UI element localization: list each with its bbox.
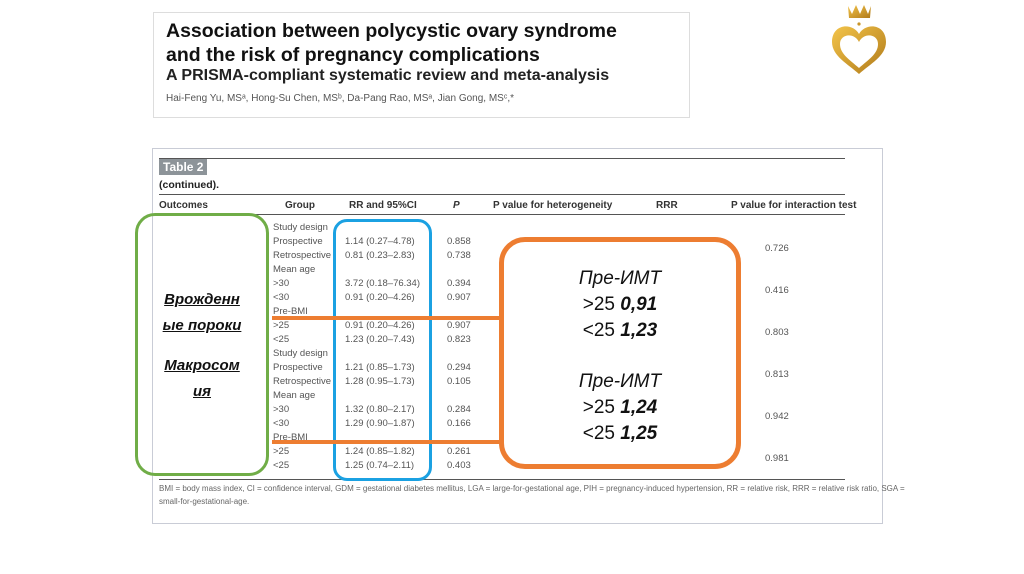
rule (159, 194, 845, 195)
cell-interaction-p: 0.981 (765, 453, 789, 464)
cell-group: Prospective (273, 362, 323, 373)
connector-line-2 (272, 440, 500, 444)
paper-authors: Hai-Feng Yu, MSᵃ, Hong-Su Chen, MSᵇ, Da-… (166, 93, 515, 104)
outcome1-line1: Врожденн (164, 291, 240, 308)
cell-group: <30 (273, 292, 290, 303)
footnote-line-2: small-for-gestational-age. (159, 497, 250, 506)
col-header-outcomes: Outcomes (159, 200, 208, 211)
block2-gt-label: >25 (582, 397, 615, 418)
cell-group: <25 (273, 460, 290, 471)
paper-title-box: Association between polycystic ovary syn… (153, 12, 690, 118)
cell-group: Mean age (273, 264, 316, 275)
cell-group: Study design (273, 222, 328, 233)
paper-title: Association between polycystic ovary syn… (166, 19, 617, 67)
block1-gt-label: >25 (582, 294, 615, 315)
table-caption: (continued). (159, 179, 220, 191)
rule (159, 214, 845, 215)
cell-group: >25 (273, 446, 290, 457)
cell-group: Pre-BMI (273, 432, 308, 443)
block2-label: Пре-ИМТ (578, 371, 662, 392)
rule (159, 479, 845, 480)
outcome2-line2: ия (193, 383, 211, 400)
block1-label: Пре-ИМТ (578, 268, 662, 289)
block2-gt-value: 1,24 (620, 397, 658, 418)
pre-bmi-summary-box: Пре-ИМТ >25 0,91 <25 1,23 Пре-ИМТ >25 1,… (499, 237, 741, 469)
cell-rr: 1.21 (0.85–1.73) (345, 362, 415, 373)
cell-group: Study design (273, 348, 328, 359)
cell-rr: 1.29 (0.90–1.87) (345, 418, 415, 429)
cell-p: 0.738 (447, 250, 471, 261)
cell-group: >30 (273, 278, 290, 289)
outcome-label-congenital-anomalies: Врожденн ые пороки (138, 287, 266, 339)
cell-rr: 1.25 (0.74–2.11) (345, 460, 415, 471)
rule (159, 158, 845, 159)
cell-rr: 0.81 (0.23–2.83) (345, 250, 415, 261)
title-line-2: and the risk of pregnancy complications (166, 44, 540, 66)
cell-rr: 1.14 (0.27–4.78) (345, 236, 415, 247)
cell-rr: 1.32 (0.80–2.17) (345, 404, 415, 415)
block2-lt-label: <25 (582, 423, 615, 444)
rr-highlight-box (333, 219, 432, 481)
cell-group: >25 (273, 320, 290, 331)
cell-interaction-p: 0.813 (765, 369, 789, 380)
cell-p: 0.907 (447, 292, 471, 303)
cell-p: 0.394 (447, 278, 471, 289)
block2-lt: <25 1,25 (504, 421, 736, 447)
outcome1-line2: ые пороки (162, 317, 242, 334)
table-badge: Table 2 (159, 159, 208, 175)
col-header-group: Group (285, 200, 315, 211)
outcomes-highlight-box (135, 213, 269, 476)
cell-rr: 1.28 (0.95–1.73) (345, 376, 415, 387)
block2-lt-value: 1,25 (620, 423, 658, 444)
cell-group: <30 (273, 418, 290, 429)
cell-p: 0.261 (447, 446, 471, 457)
paper-subtitle: A PRISMA-compliant systematic review and… (166, 67, 610, 84)
cell-group: <25 (273, 334, 290, 345)
cell-interaction-p: 0.416 (765, 285, 789, 296)
cell-rr: 0.91 (0.20–4.26) (345, 292, 415, 303)
block1-lt-value: 1,23 (620, 320, 658, 341)
cell-p: 0.907 (447, 320, 471, 331)
cell-group: Mean age (273, 390, 316, 401)
cell-rr: 3.72 (0.18–76.34) (345, 278, 421, 289)
cell-group: >30 (273, 404, 290, 415)
title-line-1: Association between polycystic ovary syn… (166, 20, 617, 42)
connector-line-1 (272, 316, 500, 320)
cell-p: 0.166 (447, 418, 471, 429)
cell-group: Retrospective (273, 376, 332, 387)
cell-p: 0.858 (447, 236, 471, 247)
cell-p: 0.284 (447, 404, 471, 415)
outcome2-line1: Макросом (164, 357, 240, 374)
col-header-interaction: P value for interaction test (731, 200, 857, 211)
block1-lt-label: <25 (582, 320, 615, 341)
block1-gt-value: 0,91 (620, 294, 658, 315)
cell-rr: 1.23 (0.20–7.43) (345, 334, 415, 345)
block1-lt: <25 1,23 (504, 318, 736, 344)
cell-group: Pre-BMI (273, 306, 308, 317)
cell-rr: 0.91 (0.20–4.26) (345, 320, 415, 331)
footnote-line-1: BMI = body mass index, CI = confidence i… (159, 484, 905, 493)
col-header-heterogeneity: P value for heterogeneity (493, 200, 613, 211)
cell-interaction-p: 0.803 (765, 327, 789, 338)
cell-interaction-p: 0.726 (765, 243, 789, 254)
col-header-p: P (453, 200, 460, 211)
col-header-rrr: RRR (656, 200, 678, 211)
cell-p: 0.294 (447, 362, 471, 373)
outcome-label-macrosomia: Макросом ия (138, 353, 266, 405)
cell-group: Retrospective (273, 250, 332, 261)
block2-gt: >25 1,24 (504, 395, 736, 421)
cell-p: 0.403 (447, 460, 471, 471)
cell-p: 0.823 (447, 334, 471, 345)
crown-heart-logo-icon (826, 2, 892, 78)
block1-gt: >25 0,91 (504, 292, 736, 318)
col-header-rr: RR and 95%CI (349, 200, 417, 211)
cell-interaction-p: 0.942 (765, 411, 789, 422)
cell-rr: 1.24 (0.85–1.82) (345, 446, 415, 457)
cell-p: 0.105 (447, 376, 471, 387)
cell-group: Prospective (273, 236, 323, 247)
